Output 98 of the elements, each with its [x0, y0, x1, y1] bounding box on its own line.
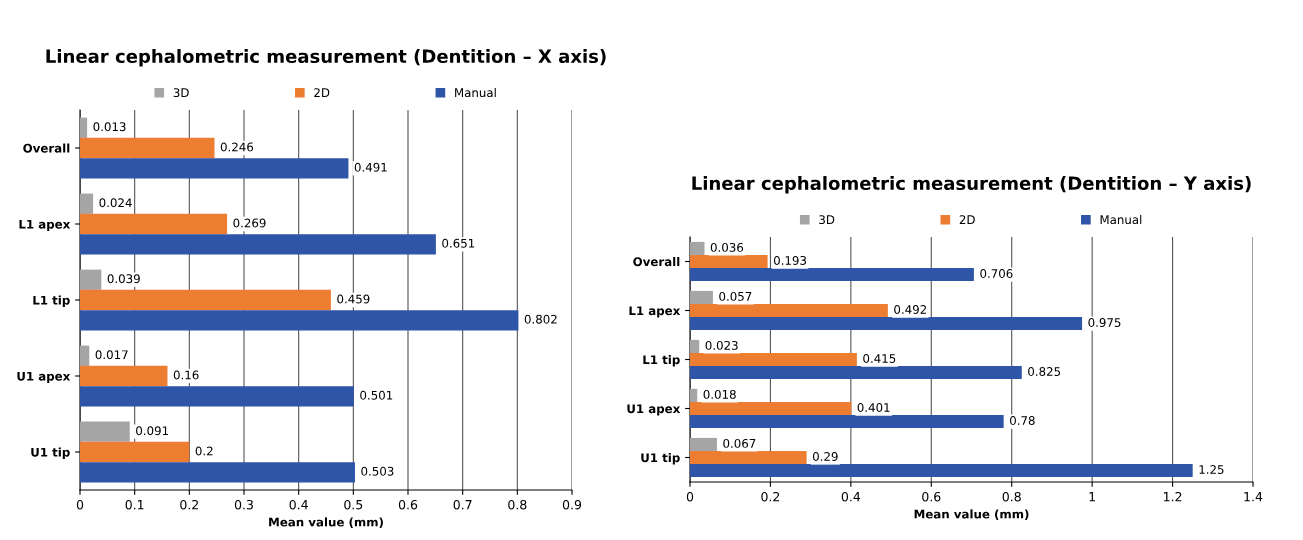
bar — [690, 254, 768, 269]
legend-label: Manual — [1100, 214, 1142, 225]
x-tick-label: 0.6 — [398, 499, 418, 510]
x-tick-label: 0.4 — [841, 491, 861, 502]
bar — [690, 464, 1193, 478]
bar — [690, 290, 713, 304]
x-tick-label: 0.9 — [562, 499, 582, 510]
bar — [80, 213, 228, 235]
data-label: 0.503 — [361, 466, 394, 476]
bar — [690, 450, 807, 465]
data-label: 0.78 — [1010, 416, 1035, 425]
bar — [80, 365, 168, 387]
data-label: 0.017 — [95, 350, 128, 360]
data-label: 0.706 — [980, 269, 1013, 278]
x-tick-label: 0.6 — [922, 491, 941, 502]
x-tick-label: 0 — [76, 499, 84, 510]
x-tick-label: 0.5 — [344, 499, 363, 510]
data-label: 0.825 — [1028, 367, 1061, 376]
bar — [80, 269, 102, 290]
data-label: 0.018 — [703, 389, 736, 399]
data-label: 0.401 — [857, 403, 890, 412]
bar — [80, 345, 90, 366]
bar — [690, 366, 1022, 380]
data-label: 0.039 — [107, 274, 140, 284]
data-label: 0.16 — [173, 370, 199, 380]
bar — [80, 193, 94, 214]
bar — [80, 117, 88, 138]
x-tick-label: 0 — [686, 491, 694, 502]
y-tick-label: L1 tip — [643, 355, 680, 367]
y-tick-label: Overall — [23, 143, 70, 153]
data-label: 0.802 — [524, 314, 557, 324]
data-label: 0.415 — [863, 354, 896, 363]
bar — [690, 268, 974, 282]
y-tick-label: Overall — [633, 257, 680, 267]
data-label: 0.29 — [812, 452, 838, 461]
data-label: 1.25 — [1199, 465, 1224, 474]
bar — [80, 441, 190, 463]
data-label: 0.501 — [360, 390, 393, 400]
bar — [690, 437, 717, 451]
x-tick-label: 1.4 — [1244, 492, 1263, 502]
chart-title: Linear cephalometric measurement (Dentition – Y axis) — [692, 176, 1251, 194]
bar — [80, 137, 215, 159]
data-label: 0.459 — [337, 294, 370, 304]
data-label: 0.269 — [233, 218, 266, 228]
y-tick-label: U1 tip — [31, 447, 70, 459]
bar — [690, 388, 698, 402]
legend-label: Manual — [455, 87, 496, 98]
data-label: 0.2 — [195, 446, 213, 456]
legend-label: 2D — [314, 88, 330, 97]
x-tick-label: 0.3 — [234, 499, 253, 510]
y-tick-label: U1 apex — [627, 404, 681, 416]
y-tick-label: U1 tip — [641, 453, 680, 465]
y-tick-label: L1 tip — [33, 295, 70, 307]
x-axis-title: Mean value (mm) — [914, 509, 1029, 520]
x-tick-label: 0.2 — [761, 491, 780, 502]
x-tick-label: 1 — [1089, 492, 1095, 502]
data-label: 0.246 — [220, 142, 254, 152]
data-label: 0.013 — [93, 122, 126, 132]
legend-label: 3D — [819, 215, 835, 225]
data-label: 0.492 — [894, 305, 927, 314]
x-tick-label: 0.1 — [125, 499, 144, 510]
data-label: 0.193 — [773, 256, 807, 265]
data-label: 0.651 — [442, 238, 475, 248]
y-tick-label: L1 apex — [19, 219, 71, 231]
bar — [80, 310, 519, 331]
data-label: 0.975 — [1088, 318, 1121, 327]
x-tick-label: 0.7 — [453, 499, 472, 510]
y-tick-label: L1 apex — [629, 306, 681, 318]
bar — [690, 401, 852, 416]
bar — [690, 317, 1083, 331]
data-label: 0.023 — [705, 340, 738, 350]
data-label: 0.491 — [354, 162, 387, 172]
bar — [690, 352, 857, 367]
x-axis-title: Mean value (mm) — [269, 517, 383, 528]
x-tick-label: 0.4 — [289, 499, 308, 510]
x-tick-label: 1.2 — [1164, 491, 1182, 502]
x-tick-label: 0.2 — [180, 499, 199, 510]
bar — [690, 339, 700, 353]
data-label: 0.036 — [710, 242, 744, 252]
x-tick-label: 0.8 — [508, 499, 527, 510]
data-label: 0.057 — [719, 291, 752, 301]
chart-title: Linear cephalometric measurement (Dentition – X axis) — [46, 49, 606, 67]
bar — [80, 386, 354, 407]
bar — [80, 158, 349, 179]
bar — [690, 241, 705, 255]
bar — [690, 415, 1004, 429]
legend-label: 2D — [959, 215, 975, 224]
data-label: 0.091 — [136, 426, 169, 436]
bar — [80, 462, 355, 483]
bar — [80, 234, 436, 255]
data-label: 0.067 — [723, 438, 756, 448]
bar — [80, 421, 130, 442]
data-label: 0.024 — [99, 198, 132, 208]
y-tick-label: U1 apex — [17, 371, 71, 383]
bar — [80, 289, 331, 311]
x-tick-label: 0.8 — [1002, 491, 1021, 502]
legend-label: 3D — [173, 88, 189, 98]
bar — [690, 303, 888, 318]
